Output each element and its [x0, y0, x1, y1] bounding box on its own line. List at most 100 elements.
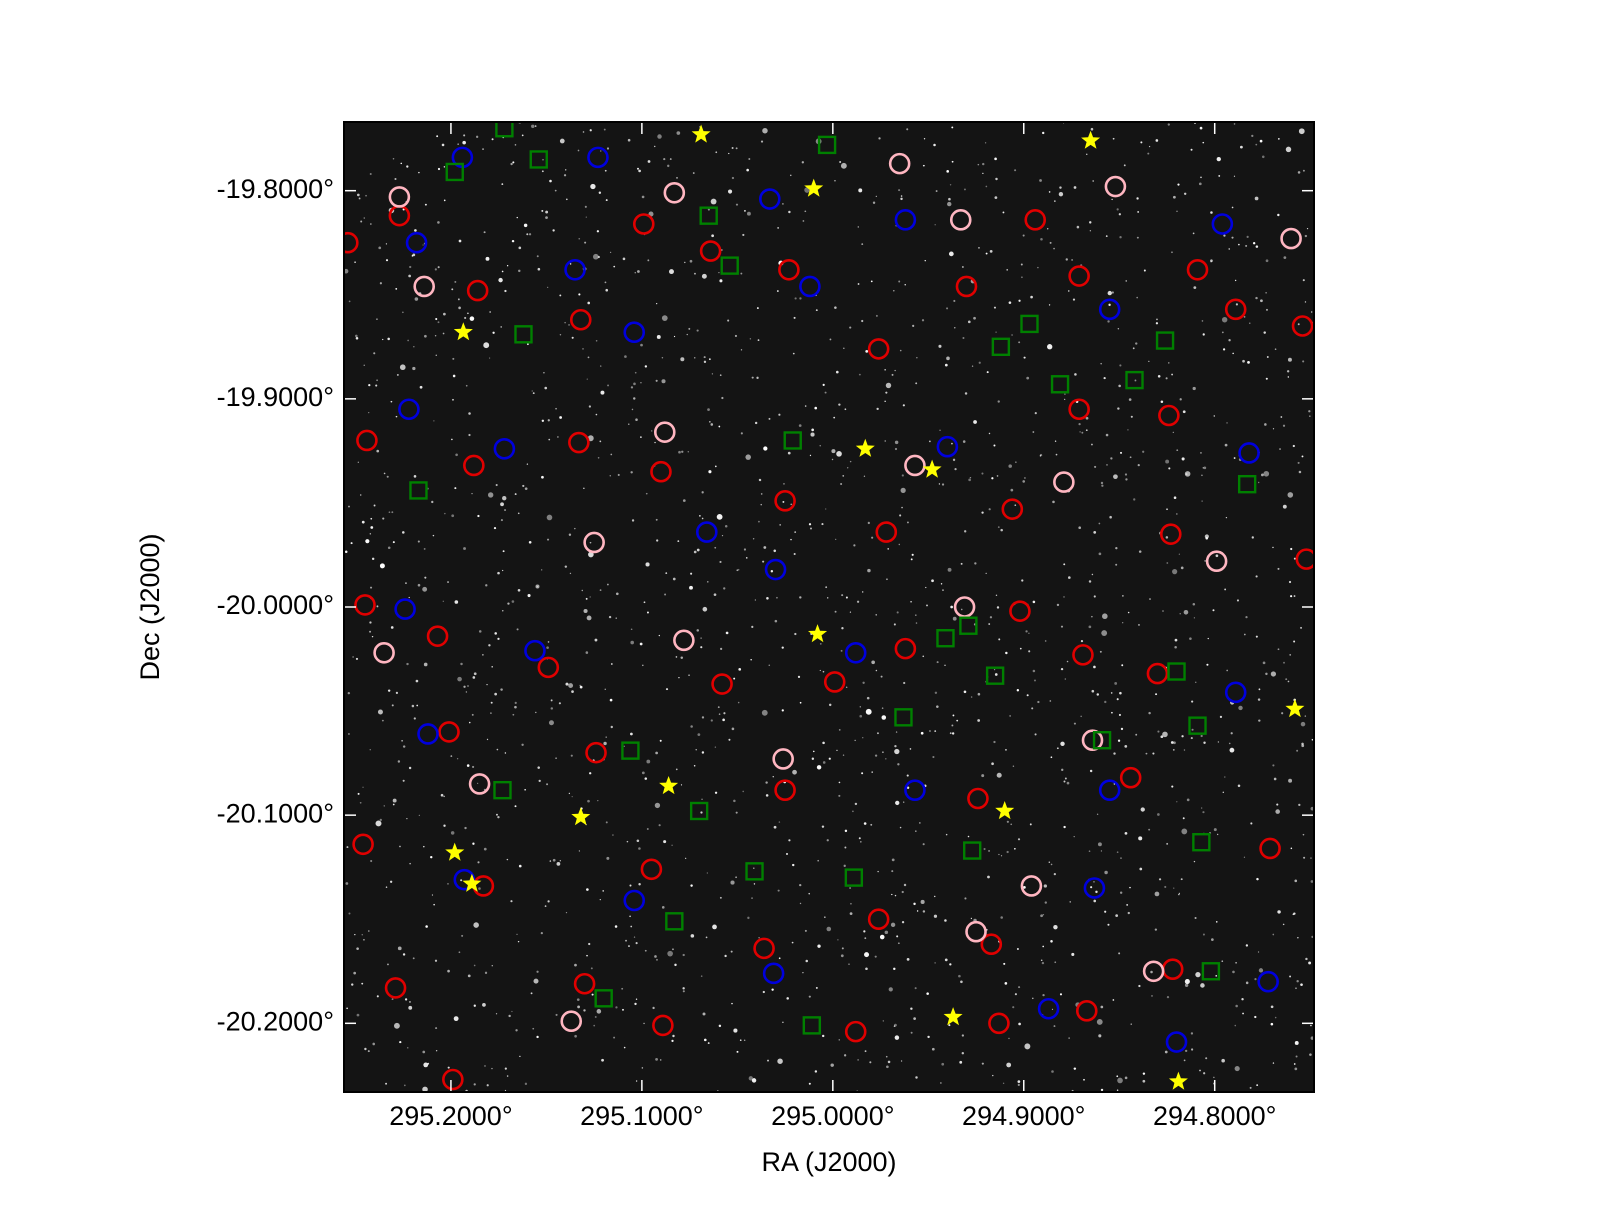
bg-star — [631, 408, 634, 411]
bg-star — [406, 817, 408, 820]
bg-star — [609, 698, 613, 702]
marker — [1167, 662, 1186, 681]
bg-star — [1096, 813, 1099, 815]
bg-star — [867, 568, 871, 573]
bg-star — [1243, 633, 1246, 636]
bg-star — [591, 993, 594, 996]
bg-star — [1073, 835, 1075, 838]
bg-star — [922, 910, 926, 913]
bg-star — [988, 432, 991, 435]
bg-star — [884, 930, 889, 935]
bg-star — [1000, 855, 1003, 857]
bg-star — [609, 251, 612, 254]
bg-star — [838, 728, 841, 731]
bg-star — [1221, 317, 1228, 323]
bg-star — [881, 707, 884, 709]
bg-star — [658, 824, 661, 827]
bg-star — [501, 270, 504, 273]
bg-star — [1093, 531, 1097, 534]
bg-star — [1009, 715, 1011, 717]
bg-star — [1310, 880, 1314, 883]
bg-star — [763, 546, 767, 549]
bg-star — [981, 774, 985, 778]
bg-star — [458, 951, 461, 954]
bg-star — [689, 259, 693, 263]
bg-star — [1125, 478, 1128, 481]
bg-star — [425, 925, 428, 928]
bg-star — [1200, 176, 1202, 179]
bg-star — [1254, 978, 1257, 981]
bg-star — [997, 400, 1000, 403]
bg-star — [1263, 331, 1266, 334]
bg-star — [633, 382, 636, 386]
bg-star — [1171, 373, 1174, 376]
bg-star — [1047, 344, 1053, 350]
bg-star — [630, 471, 633, 474]
bg-star — [383, 805, 385, 807]
bg-star — [874, 754, 878, 757]
bg-star — [1148, 828, 1151, 831]
bg-star — [1287, 492, 1294, 498]
bg-star — [1183, 1059, 1186, 1062]
bg-star — [634, 371, 637, 374]
bg-star — [1050, 940, 1053, 943]
bg-star — [1233, 123, 1236, 125]
bg-star — [724, 954, 727, 958]
bg-star — [440, 793, 444, 797]
bg-star — [1166, 842, 1169, 845]
marker — [514, 325, 533, 344]
bg-star — [1080, 640, 1084, 643]
bg-star — [748, 158, 751, 160]
bg-star — [1304, 301, 1307, 303]
bg-star — [1093, 899, 1097, 903]
bg-star — [940, 1082, 942, 1084]
bg-star — [661, 906, 665, 909]
bg-star — [745, 454, 751, 460]
bg-star — [453, 1016, 459, 1022]
marker — [659, 776, 679, 795]
bg-star — [910, 558, 913, 561]
bg-star — [1234, 279, 1237, 282]
bg-star — [518, 269, 521, 273]
bg-star — [1078, 526, 1082, 530]
bg-star — [623, 745, 625, 747]
bg-star — [1031, 707, 1034, 710]
bg-star — [496, 748, 499, 751]
marker — [405, 231, 428, 254]
bg-star — [565, 682, 569, 686]
bg-star — [1245, 615, 1248, 619]
bg-star — [1206, 663, 1209, 666]
bg-star — [546, 514, 553, 521]
bg-star — [401, 739, 403, 742]
bg-star — [988, 850, 990, 852]
y-tick-label: -19.8000° — [217, 174, 334, 204]
bg-star — [658, 634, 661, 637]
bg-star — [1309, 415, 1311, 417]
bg-star — [1079, 431, 1081, 433]
bg-star — [1201, 320, 1204, 322]
bg-star — [443, 166, 446, 168]
bg-star — [939, 429, 941, 432]
bg-star — [968, 478, 971, 482]
bg-star — [963, 690, 967, 694]
marker — [442, 1068, 464, 1091]
bg-star — [559, 860, 561, 862]
marker — [1186, 258, 1209, 281]
bg-star — [1162, 610, 1164, 612]
bg-star — [550, 707, 554, 710]
bg-star — [528, 233, 532, 236]
bg-star — [464, 826, 467, 830]
bg-star — [1138, 836, 1143, 841]
bg-star — [896, 935, 899, 938]
bg-star — [599, 589, 602, 592]
bg-star — [456, 758, 459, 760]
bg-star — [1258, 719, 1261, 722]
bg-star — [907, 521, 909, 524]
bg-star — [351, 983, 354, 986]
bg-star — [836, 451, 842, 457]
bg-star — [1021, 276, 1023, 279]
bg-star — [837, 939, 839, 941]
bg-star — [490, 712, 492, 715]
bg-star — [1228, 339, 1231, 342]
bg-star — [896, 611, 899, 614]
